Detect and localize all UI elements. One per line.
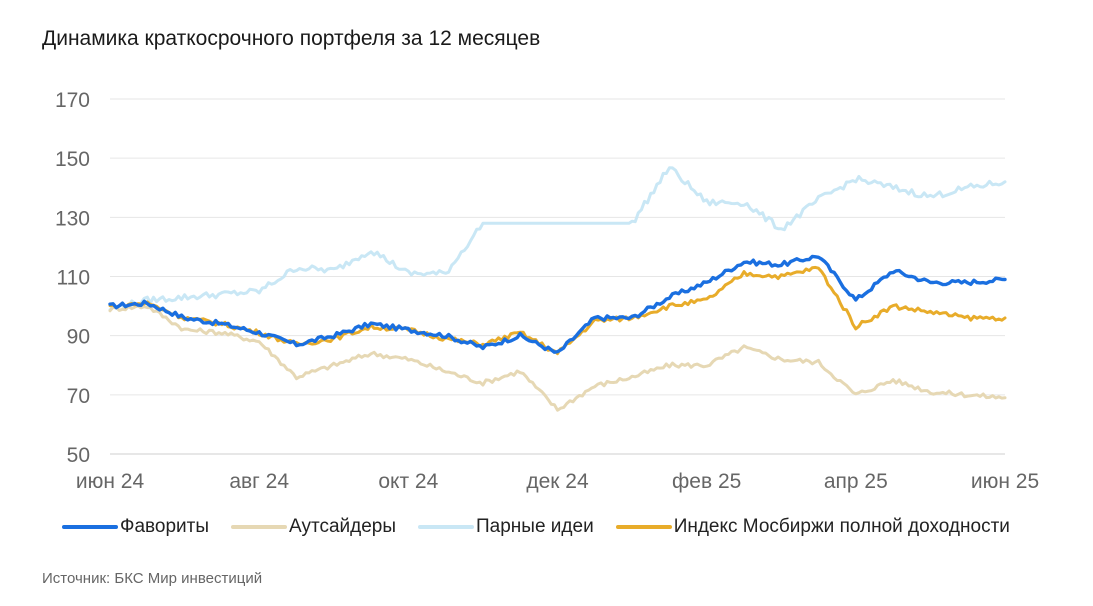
chart-title: Динамика краткосрочного портфеля за 12 м… xyxy=(42,27,541,50)
y-tick-label: 70 xyxy=(67,385,90,408)
legend-swatch-favorites xyxy=(62,525,118,529)
source-note: Источник: БКС Мир инвестиций xyxy=(42,570,263,587)
legend-label-favorites: Фавориты xyxy=(120,516,209,537)
y-axis-ticks: 50 70 90 110 130 150 170 xyxy=(55,89,90,467)
legend-swatch-pairs xyxy=(418,525,475,529)
y-tick-label: 150 xyxy=(55,148,90,171)
legend-label-index: Индекс Мосбиржи полной доходности xyxy=(673,516,1010,537)
x-tick-label: окт 24 xyxy=(378,470,438,493)
x-axis-ticks: июн 24 авг 24 окт 24 дек 24 фев 25 апр 25 июн … xyxy=(76,470,1039,493)
legend-swatch-index xyxy=(615,525,672,529)
series-line-outsiders xyxy=(108,304,1007,412)
series-line-favorites xyxy=(108,254,1007,354)
legend-swatch-outsiders xyxy=(231,525,287,529)
gridlines xyxy=(110,98,1005,455)
legend-item-outsiders: Аутсайдеры xyxy=(231,516,396,538)
legend-item-pairs: Парные идеи xyxy=(418,516,594,538)
legend-label-pairs: Парные идеи xyxy=(476,516,594,537)
x-tick-label: авг 24 xyxy=(229,470,289,493)
y-tick-label: 170 xyxy=(55,89,90,112)
series-lines xyxy=(108,166,1007,412)
y-tick-label: 50 xyxy=(67,444,90,467)
series-line-index xyxy=(108,265,1007,356)
legend: Фавориты Аутсайдеры Парные идеи Индекс М… xyxy=(62,516,1032,538)
y-tick-label: 130 xyxy=(55,207,90,230)
y-tick-label: 110 xyxy=(57,267,90,290)
legend-item-favorites: Фавориты xyxy=(62,516,209,538)
x-tick-label: дек 24 xyxy=(526,470,589,493)
x-tick-label: июн 24 xyxy=(76,470,145,493)
x-tick-label: апр 25 xyxy=(824,470,888,493)
legend-label-outsiders: Аутсайдеры xyxy=(289,516,397,537)
x-tick-label: июн 25 xyxy=(971,470,1039,493)
series-line-pairs xyxy=(108,166,1007,312)
legend-item-index: Индекс Мосбиржи полной доходности xyxy=(615,516,1010,538)
y-tick-label: 90 xyxy=(67,326,90,349)
x-tick-label: фев 25 xyxy=(672,470,741,493)
